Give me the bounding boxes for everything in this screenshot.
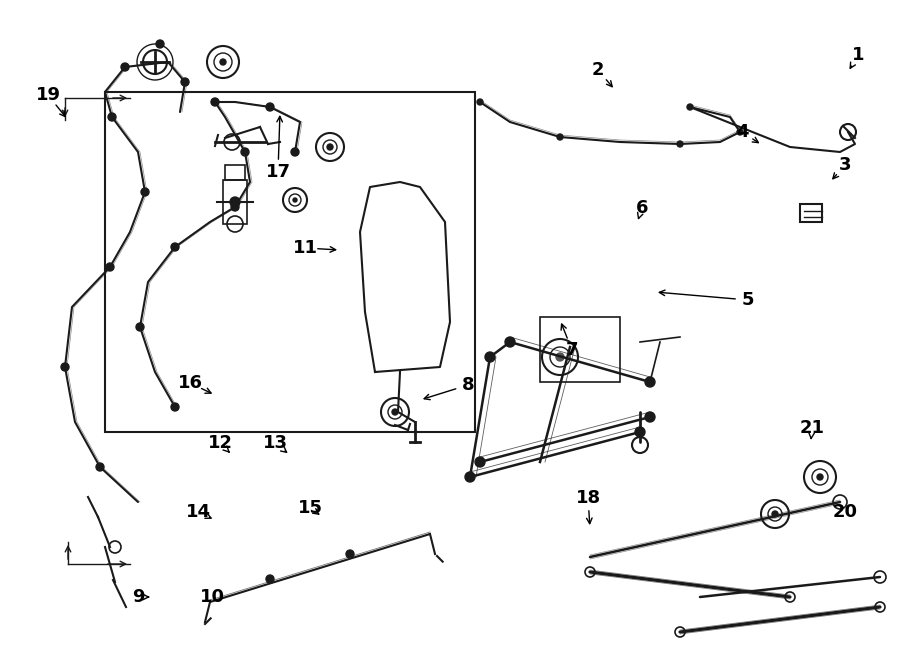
Bar xyxy=(223,180,247,224)
Circle shape xyxy=(293,198,297,202)
Circle shape xyxy=(266,575,274,583)
Circle shape xyxy=(556,353,564,361)
Text: 15: 15 xyxy=(298,499,322,517)
Text: 4: 4 xyxy=(736,123,748,141)
Circle shape xyxy=(505,337,515,347)
Circle shape xyxy=(171,403,179,411)
Text: 1: 1 xyxy=(851,46,864,64)
Circle shape xyxy=(475,457,485,467)
Circle shape xyxy=(211,98,219,106)
Text: 7: 7 xyxy=(566,341,578,359)
Circle shape xyxy=(220,59,226,65)
Text: 10: 10 xyxy=(200,588,224,606)
Circle shape xyxy=(266,103,274,111)
Text: 19: 19 xyxy=(35,86,60,104)
Text: 14: 14 xyxy=(185,503,211,521)
Circle shape xyxy=(106,263,114,271)
Text: 20: 20 xyxy=(832,503,858,521)
Circle shape xyxy=(485,352,495,362)
Circle shape xyxy=(141,188,149,196)
Text: 6: 6 xyxy=(635,199,648,217)
Circle shape xyxy=(327,144,333,150)
Circle shape xyxy=(61,363,69,371)
Text: 18: 18 xyxy=(575,489,600,507)
Circle shape xyxy=(645,377,655,387)
Circle shape xyxy=(392,409,398,415)
Bar xyxy=(225,165,245,180)
Circle shape xyxy=(231,203,239,211)
Circle shape xyxy=(635,427,645,437)
Text: 16: 16 xyxy=(177,374,202,392)
Circle shape xyxy=(737,129,743,135)
Text: 8: 8 xyxy=(462,376,474,394)
Bar xyxy=(800,204,822,222)
Circle shape xyxy=(230,197,240,207)
Circle shape xyxy=(677,141,683,147)
Text: 13: 13 xyxy=(263,434,287,452)
Circle shape xyxy=(121,63,129,71)
Bar xyxy=(105,92,475,432)
Circle shape xyxy=(465,472,475,482)
Circle shape xyxy=(557,134,563,140)
Circle shape xyxy=(346,550,354,558)
Circle shape xyxy=(136,323,144,331)
Circle shape xyxy=(108,113,116,121)
Circle shape xyxy=(817,474,823,480)
Text: 2: 2 xyxy=(592,61,604,79)
Circle shape xyxy=(477,99,483,105)
Text: 12: 12 xyxy=(208,434,232,452)
Circle shape xyxy=(291,148,299,156)
Circle shape xyxy=(687,104,693,110)
Text: 21: 21 xyxy=(799,419,824,437)
Circle shape xyxy=(96,463,104,471)
Text: 5: 5 xyxy=(742,291,754,309)
Circle shape xyxy=(171,243,179,251)
Circle shape xyxy=(156,40,164,48)
Text: 9: 9 xyxy=(131,588,144,606)
Text: 3: 3 xyxy=(839,156,851,174)
Text: 17: 17 xyxy=(266,163,291,181)
Text: 11: 11 xyxy=(292,239,318,257)
Circle shape xyxy=(241,148,249,156)
Circle shape xyxy=(645,412,655,422)
Circle shape xyxy=(772,511,778,517)
Circle shape xyxy=(181,78,189,86)
Bar xyxy=(540,317,620,382)
